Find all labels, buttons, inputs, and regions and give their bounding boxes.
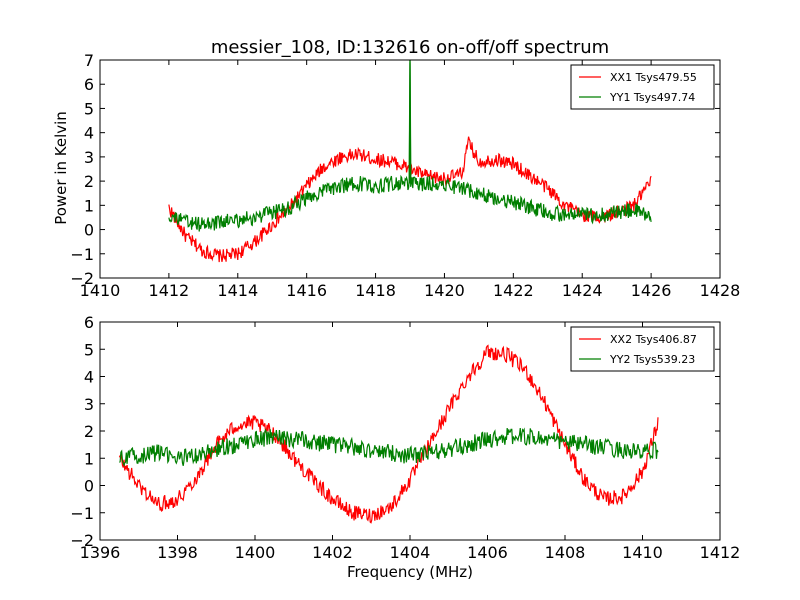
y-tick-label: −2 [70,531,94,550]
x-tick-label: 1400 [235,543,276,562]
x-tick-label: 1420 [424,281,465,300]
legend-box [570,64,715,110]
y-tick-label: 6 [84,313,94,332]
legend-label: YY2 Tsys539.23 [609,353,695,366]
y-tick-label: 5 [84,340,94,359]
y-tick-label: 3 [84,148,94,167]
y-tick-label: 7 [84,51,94,70]
x-tick-label: 1412 [700,543,741,562]
y-tick-label: −1 [70,245,94,264]
legend-label: YY1 Tsys497.74 [609,91,695,104]
legend-box [570,326,715,372]
x-tick-label: 1416 [286,281,327,300]
bottom-plot: 1396 1398 1400 1402 1404 1406 1408 1410 1412−2−1… [70,313,740,562]
x-tick-label: 1412 [149,281,190,300]
y-tick-label: 5 [84,99,94,118]
x-tick-label: 1410 [622,543,663,562]
legend-label: XX2 Tsys406.87 [610,333,697,346]
axes-frame [99,59,721,279]
y-tick-label: 6 [84,75,94,94]
legend: XX1 Tsys479.55 YY1 Tsys497.74 [570,64,715,110]
x-tick-label: 1408 [545,543,586,562]
x-axis-label: Frequency (MHz) [347,563,473,581]
y-tick-label: 4 [84,124,94,143]
x-tick-label: 1402 [312,543,353,562]
legend: XX2 Tsys406.87 YY2 Tsys539.23 [570,326,715,372]
x-tick-label: 1398 [157,543,198,562]
x-tick-label: 1422 [493,281,534,300]
series-spike [408,60,412,184]
x-tick-label: 1404 [390,543,431,562]
y-tick-label: 2 [84,172,94,191]
y-tick-label: 0 [84,477,94,496]
y-tick-label: 4 [84,368,94,387]
x-tick-label: 1424 [562,281,603,300]
y-tick-label: 1 [84,449,94,468]
y-tick-label: 1 [84,196,94,215]
x-tick-label: 1418 [355,281,396,300]
x-tick-label: 1414 [217,281,258,300]
y-tick-label: 0 [84,221,94,240]
x-tick-label: 1410 [80,281,121,300]
y-tick-label: 3 [84,395,94,414]
y-tick-label: −1 [70,504,94,523]
legend-label: XX1 Tsys479.55 [610,71,697,84]
y-axis-label: Power in Kelvin [52,111,70,225]
x-tick-label: 1406 [467,543,508,562]
y-tick-label: 2 [84,422,94,441]
top-plot: 1410 1412 1414 1416 1418 1420 1422 1424 1426 1428… [70,51,740,300]
x-tick-label: 1426 [631,281,672,300]
x-tick-label: 1396 [80,543,121,562]
x-tick-label: 1428 [700,281,741,300]
y-tick-label: −2 [70,269,94,288]
series-line-yy [119,427,659,467]
figure-title: messier_108, ID:132616 on-off/off spectr… [211,37,609,58]
